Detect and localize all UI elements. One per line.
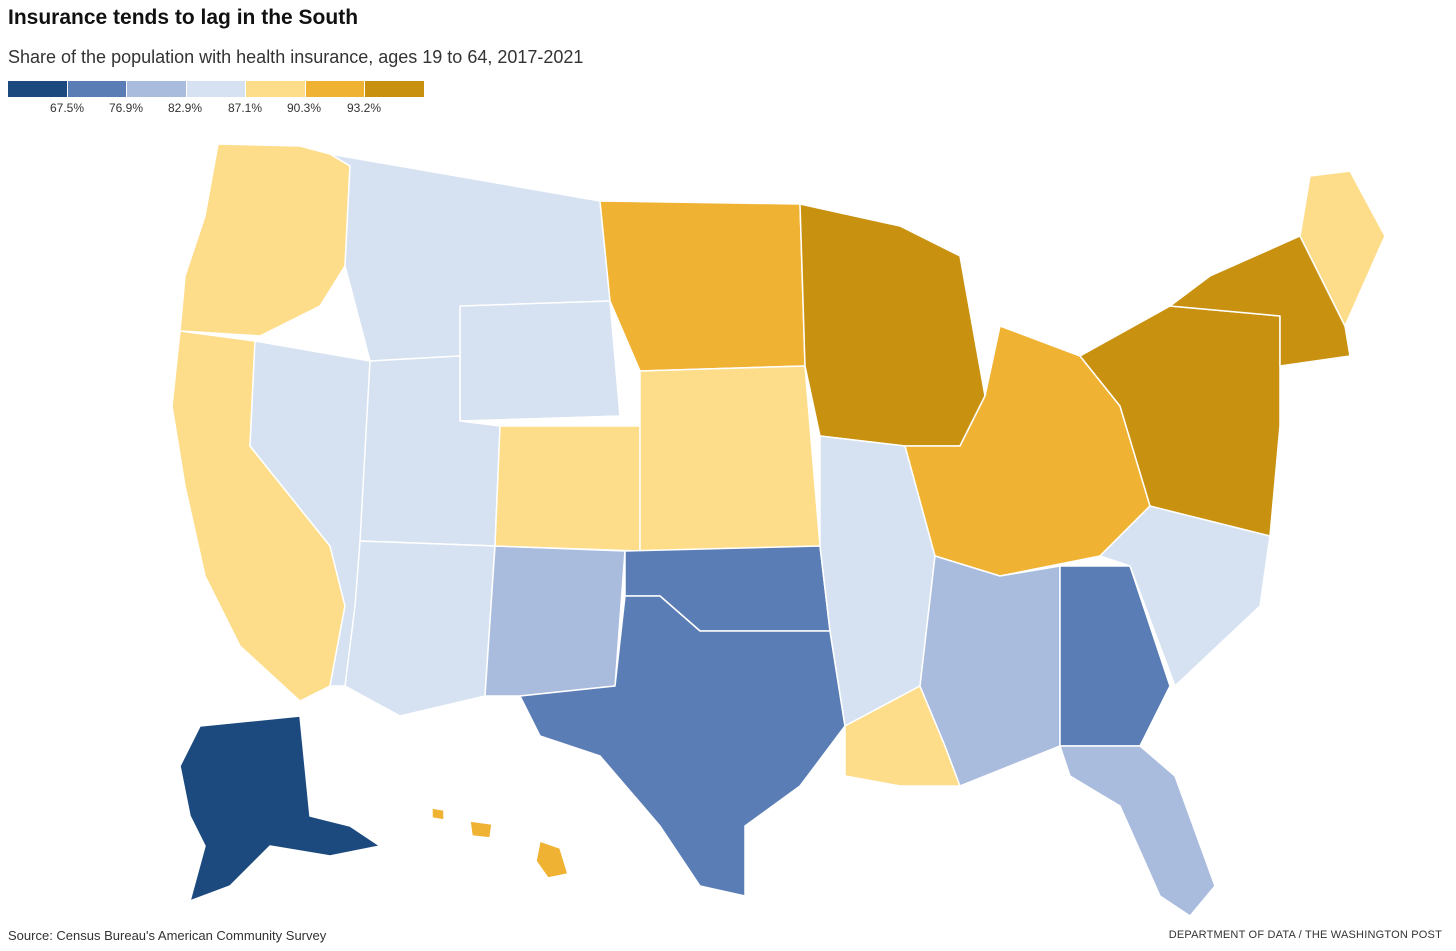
- legend-swatch-5: [246, 81, 306, 97]
- legend-threshold-3: 82.9%: [167, 101, 203, 115]
- region-alaska: [179, 715, 381, 902]
- legend-swatch-1: [8, 81, 68, 97]
- legend-threshold-1: 67.5%: [49, 101, 85, 115]
- region-florida: [1059, 745, 1216, 916]
- us-map-svg: [171, 143, 1386, 916]
- region-dakotas: [599, 200, 806, 372]
- chart-title: Insurance tends to lag in the South: [8, 6, 359, 29]
- legend-threshold-4: 87.1%: [227, 101, 263, 115]
- legend-threshold-5: 90.3%: [286, 101, 322, 115]
- legend-threshold-2: 76.9%: [108, 101, 144, 115]
- region-nebraska-kansas: [639, 365, 821, 552]
- region-new-mexico: [484, 545, 626, 697]
- legend-swatch-2: [67, 81, 128, 97]
- legend-swatch-4: [186, 81, 247, 97]
- region-upper-midwest: [799, 203, 986, 447]
- color-legend: 67.5% 76.9% 82.9% 87.1% 90.3% 93.2%: [8, 81, 425, 121]
- legend-swatch-6: [305, 81, 366, 97]
- chart-subtitle: Share of the population with health insu…: [8, 47, 584, 67]
- legend-labels: 67.5% 76.9% 82.9% 87.1% 90.3% 93.2%: [8, 97, 424, 115]
- credit-line: DEPARTMENT OF DATA / THE WASHINGTON POST: [1168, 929, 1442, 941]
- legend-threshold-6: 93.2%: [346, 101, 382, 115]
- source-note: Source: Census Bureau's American Communi…: [8, 928, 327, 943]
- region-pacific-northwest: [179, 143, 351, 337]
- legend-swatch-3: [127, 81, 187, 97]
- legend-swatches: [8, 81, 425, 97]
- region-colorado: [494, 425, 641, 552]
- choropleth-map: [0, 126, 1456, 916]
- region-arizona: [344, 540, 496, 717]
- region-wyoming: [459, 300, 621, 422]
- region-hawaii: [431, 807, 569, 879]
- legend-swatch-7: [365, 81, 425, 97]
